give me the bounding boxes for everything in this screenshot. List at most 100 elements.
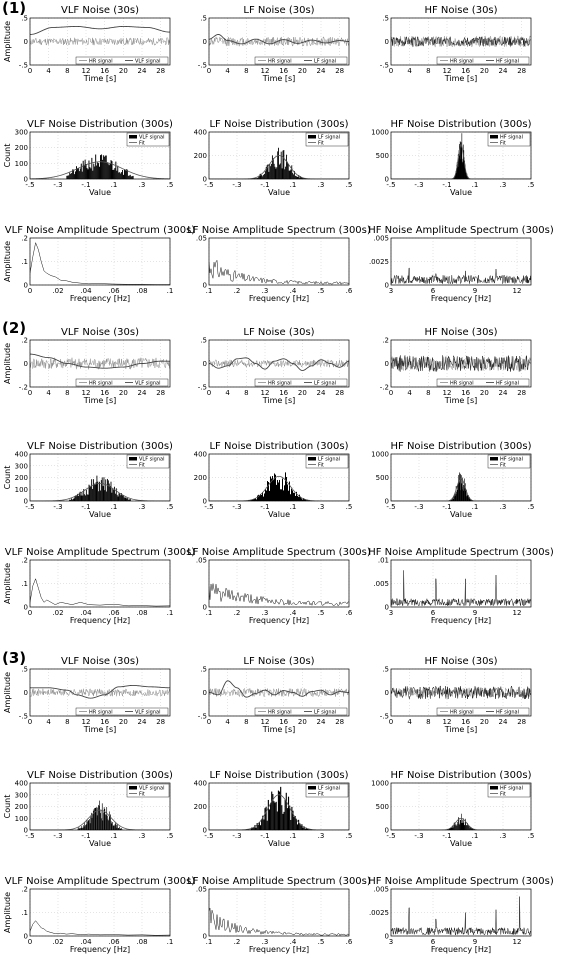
legend-box — [305, 783, 349, 798]
histogram-bar — [124, 169, 125, 179]
y-axis-label: Count — [3, 466, 12, 490]
x-tick-label: 28 — [517, 389, 526, 397]
x-tick-label: .02 — [52, 609, 63, 617]
x-tick-label: 0 — [207, 67, 211, 75]
histogram-bar — [268, 809, 271, 830]
x-tick-label: 28 — [156, 67, 165, 75]
histogram-bar — [266, 820, 268, 830]
histogram-bar — [107, 815, 108, 830]
x-tick-label: .08 — [136, 609, 147, 617]
histogram-bar — [100, 490, 101, 501]
y-tick-label: .2 — [21, 337, 28, 345]
histogram-bar — [106, 807, 108, 830]
histogram-bar — [294, 492, 295, 501]
histogram-bar — [275, 801, 277, 830]
x-tick-label: 24 — [138, 389, 147, 397]
histogram-bar — [268, 171, 270, 179]
histogram-bar — [271, 163, 272, 179]
plot-frame — [208, 668, 350, 717]
x-tick-label: .2 — [234, 938, 241, 946]
histogram-bar — [458, 818, 460, 830]
chart-title: LF Noise Amplitude Spectrum (300s) — [187, 876, 371, 887]
histogram-bar — [461, 813, 462, 830]
x-tick-label: -.1 — [81, 503, 90, 511]
y-axis-label: Amplitude — [3, 672, 12, 713]
y-tick-label: -.5 — [19, 713, 28, 721]
x-axis-label: Time [s] — [83, 74, 117, 83]
legend-label: HR signal — [89, 709, 113, 715]
x-tick-label: 28 — [517, 718, 526, 726]
histogram-bar — [104, 808, 106, 830]
histogram-bar — [81, 825, 83, 830]
histogram-bar — [282, 150, 284, 179]
histogram-bar — [258, 175, 260, 179]
plot-frame — [29, 888, 171, 937]
y-axis-label: Amplitude — [3, 21, 12, 62]
histogram-bar — [101, 159, 103, 179]
histogram-bar — [96, 165, 98, 179]
y-tick-label: 0 — [385, 933, 389, 941]
histogram-bar — [110, 160, 112, 179]
histogram-bar — [300, 176, 301, 179]
x-axis-label: Frequency [Hz] — [70, 616, 130, 625]
histogram-bar — [291, 488, 292, 501]
chart-title: HF Noise Distribution (300s) — [391, 119, 532, 130]
histogram-bar — [294, 816, 296, 830]
histogram-bar — [463, 825, 465, 830]
histogram-bar — [121, 829, 123, 830]
histogram-bar — [106, 491, 108, 501]
x-tick-label: .1 — [472, 832, 479, 840]
histogram-bar — [460, 820, 462, 830]
histogram-bar — [72, 498, 74, 501]
histogram-bar — [263, 819, 265, 830]
histogram-bar — [82, 827, 83, 830]
histogram-bar — [255, 827, 257, 830]
histogram-bar — [114, 824, 116, 830]
histogram-bar — [273, 480, 274, 501]
x-tick-label: -.1 — [260, 181, 269, 189]
x-tick-label: 8 — [65, 718, 69, 726]
x-tick-label: .04 — [80, 609, 92, 617]
series-line — [30, 37, 170, 46]
histogram-bar — [84, 826, 86, 830]
plot-area — [209, 357, 349, 372]
x-tick-label: 4 — [407, 718, 412, 726]
histogram-bar — [463, 490, 464, 501]
chart-title: VLF Noise Amplitude Spectrum (300s) — [5, 547, 196, 558]
histogram-bar — [120, 828, 122, 830]
histogram-bar — [451, 499, 453, 501]
y-tick-label: 200 — [15, 474, 28, 482]
x-tick-label: .6 — [346, 938, 353, 946]
histogram-bar — [256, 178, 257, 179]
x-tick-label: .3 — [139, 503, 146, 511]
chart-g1_hf_dist: HF Noise Distribution (300s) -.5 -.3 -.1 .1.… — [371, 119, 534, 197]
y-tick-label: 0 — [385, 827, 389, 835]
histogram-bar — [102, 155, 104, 179]
legend-label: Fit — [139, 791, 145, 797]
plot-area — [30, 684, 170, 699]
plot-area — [391, 570, 531, 607]
histogram-bar — [449, 828, 451, 830]
x-tick-label: .1 — [111, 181, 118, 189]
y-tick-label: .5 — [382, 666, 389, 674]
series-line — [30, 684, 170, 699]
plot-area — [209, 147, 349, 179]
histogram-bar — [471, 828, 472, 830]
series-line — [30, 920, 170, 936]
histogram-bar — [77, 168, 79, 179]
histogram-bar — [284, 169, 286, 179]
histogram-bar — [469, 496, 470, 501]
x-tick-label: 20 — [119, 389, 128, 397]
histogram-bar — [107, 163, 109, 179]
histogram-bar — [79, 827, 81, 830]
plot-area — [391, 267, 531, 285]
histogram-bar — [94, 484, 96, 501]
x-tick-label: 16 — [279, 389, 288, 397]
x-axis-label: Frequency [Hz] — [431, 945, 491, 954]
histogram-bar — [128, 175, 130, 179]
y-tick-label: 0 — [203, 827, 207, 835]
plot-area — [391, 896, 531, 936]
legend-box — [126, 783, 170, 798]
x-tick-label: .3 — [262, 609, 269, 617]
